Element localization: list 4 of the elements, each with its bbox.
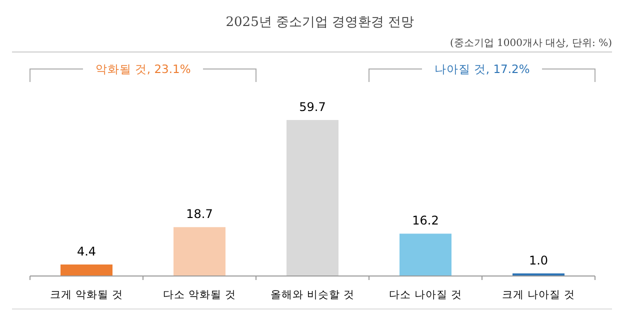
subtitle: (중소기업 1000개사 대상, 단위: %) — [450, 38, 612, 49]
annotation: 악화될 것, 23.1% — [95, 62, 191, 76]
annotation: 나아질 것, 17.2% — [434, 62, 530, 76]
title: 2025년 중소기업 경영환경 전망 — [226, 15, 414, 30]
